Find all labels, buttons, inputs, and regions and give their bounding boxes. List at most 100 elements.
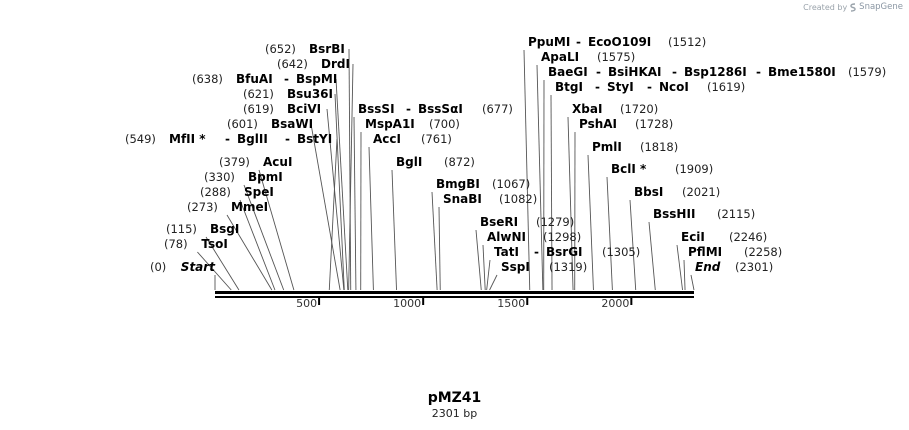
site-leader-line (475, 229, 482, 291)
site-name: SpeI (244, 185, 274, 199)
site-label[interactable]: TatI - BsrGI (1305) (494, 245, 640, 259)
site-label[interactable]: (379) AcuI (219, 155, 292, 169)
site-leader-line (536, 64, 544, 291)
site-leader-line (239, 199, 276, 291)
site-label[interactable]: EciI (2246) (681, 230, 767, 244)
site-label[interactable]: AlwNI (1298) (487, 230, 581, 244)
site-name: MspA1I (365, 117, 415, 131)
site-position: (2246) (729, 230, 767, 244)
site-name: PshAI (579, 117, 617, 131)
site-label[interactable]: SspI (1319) (501, 260, 587, 274)
site-name: BfuAI (236, 72, 273, 86)
site-label[interactable]: BtgI - StyI - NcoI (1619) (555, 80, 745, 94)
site-leader-line (550, 94, 553, 291)
site-name: BtgI (555, 80, 583, 94)
site-position: (330) (204, 170, 235, 184)
site-name: XbaI (572, 102, 602, 116)
site-name: TsoI (201, 237, 227, 251)
site-label[interactable]: (115) BsgI (166, 222, 239, 236)
site-name: AccI (373, 132, 401, 146)
site-name: BsrBI (309, 42, 345, 56)
site-position: (700) (429, 117, 460, 131)
site-position: (619) (243, 102, 274, 116)
site-position: (1619) (707, 80, 745, 94)
site-position: (288) (200, 185, 231, 199)
site-label[interactable]: PshAI (1728) (579, 117, 673, 131)
site-name: Start (181, 260, 216, 274)
site-label[interactable]: (652) BsrBI (265, 42, 345, 56)
site-leader-line (690, 274, 695, 291)
site-label[interactable]: BaeGI - BsiHKAI - Bsp1286I - Bme1580I (1579) (548, 65, 886, 79)
site-leader-line (482, 244, 486, 291)
site-position: (1818) (640, 140, 678, 154)
site-label[interactable]: (273) MmeI (187, 200, 268, 214)
site-position: (379) (219, 155, 250, 169)
site-name: End (695, 260, 721, 274)
site-position: (549) (125, 132, 156, 146)
site-name: BstYI (297, 132, 332, 146)
site-name: BaeGI (548, 65, 588, 79)
site-leader-line (353, 116, 357, 291)
site-label[interactable]: MspA1I (700) (365, 117, 460, 131)
site-label[interactable]: BbsI (2021) (634, 185, 720, 199)
site-label[interactable]: XbaI (1720) (572, 102, 658, 116)
site-label[interactable]: (638) BfuAI - BspMI (192, 72, 337, 86)
site-label[interactable]: (0) Start (150, 260, 216, 274)
site-separator: - (285, 132, 290, 146)
site-position: (2258) (744, 245, 782, 259)
site-label[interactable]: PmlI (1818) (592, 140, 678, 154)
site-leader-line (368, 146, 374, 291)
site-position: (642) (277, 57, 308, 71)
site-name: BsaWI (271, 117, 313, 131)
site-name: SspI (501, 260, 530, 274)
site-label[interactable]: AccI (761) (373, 132, 452, 146)
site-position: (1082) (499, 192, 537, 206)
plasmid-name: pMZ41 (427, 390, 482, 406)
site-label[interactable]: BmgBI (1067) (436, 177, 530, 191)
site-label[interactable]: SnaBI (1082) (443, 192, 537, 206)
site-name: TatI (494, 245, 519, 259)
site-label[interactable]: (619) BciVI (243, 102, 321, 116)
site-leader-line (431, 191, 438, 291)
site-name: BsrGI (546, 245, 583, 259)
site-label[interactable]: PpuMI - EcoO109I (1512) (528, 35, 706, 49)
site-separator: - (595, 80, 600, 94)
site-label[interactable]: (601) BsaWI (227, 117, 313, 131)
site-label[interactable]: (288) SpeI (200, 185, 274, 199)
site-name: AcuI (263, 155, 292, 169)
credit-prefix: Created by (803, 2, 848, 12)
site-label[interactable]: (642) DrdI (277, 57, 350, 71)
site-leader-line (683, 259, 686, 291)
site-label[interactable]: End (2301) (695, 260, 773, 274)
site-label[interactable]: (78) TsoI (164, 237, 228, 251)
site-label[interactable]: (621) Bsu36I (243, 87, 333, 101)
site-position: (761) (421, 132, 452, 146)
site-label[interactable]: (549) MfII * - BglII - BstYI (125, 132, 332, 146)
site-label[interactable]: (330) BpmI (204, 170, 283, 184)
credit-brand: SnapGene (859, 2, 903, 12)
site-position: (621) (243, 87, 274, 101)
site-label[interactable]: BssHII (2115) (653, 207, 755, 221)
site-position: (1909) (675, 162, 713, 176)
site-label[interactable]: ApaLI (1575) (541, 50, 635, 64)
site-name: BmgBI (436, 177, 480, 191)
site-label[interactable]: BseRI (1279) (480, 215, 574, 229)
site-label[interactable]: PflMI (2258) (688, 245, 782, 259)
site-separator: - (672, 65, 677, 79)
ruler-tick-label: 1000 (393, 297, 421, 310)
site-label[interactable]: BssSI - BssSαI (677) (358, 102, 513, 116)
plasmid-size: 2301 bp (431, 407, 478, 420)
site-leader-line (334, 93, 345, 291)
site-label[interactable]: BglI (872) (396, 155, 475, 169)
site-position: (1279) (536, 215, 574, 229)
site-label[interactable]: BclI * (1909) (611, 162, 713, 176)
ruler-tick-label: 500 (296, 297, 317, 310)
site-name: NcoI (659, 80, 689, 94)
site-leader-line (676, 244, 683, 291)
site-leader-line (606, 176, 613, 291)
site-name: AlwNI (487, 230, 526, 244)
site-leader-line (197, 251, 232, 291)
site-position: (2021) (682, 185, 720, 199)
site-separator: - (225, 132, 230, 146)
